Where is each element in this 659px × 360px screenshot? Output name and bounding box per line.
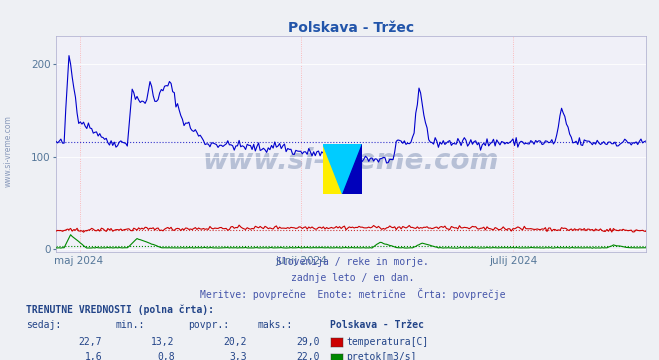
Text: Polskava - Tržec: Polskava - Tržec [330,320,424,330]
Text: pretok[m3/s]: pretok[m3/s] [346,352,416,360]
Text: TRENUTNE VREDNOSTI (polna črta):: TRENUTNE VREDNOSTI (polna črta): [26,304,214,315]
Text: www.si-vreme.com: www.si-vreme.com [203,147,499,175]
Text: 22,0: 22,0 [296,352,320,360]
Text: 22,7: 22,7 [78,337,102,347]
Text: sedaj:: sedaj: [26,320,61,330]
Text: 3,3: 3,3 [229,352,247,360]
Text: www.si-vreme.com: www.si-vreme.com [3,115,13,187]
Text: 29,0: 29,0 [296,337,320,347]
Text: maks.:: maks.: [257,320,292,330]
Text: 20,2: 20,2 [223,337,247,347]
Text: zadnje leto / en dan.: zadnje leto / en dan. [291,273,415,283]
Text: temperatura[C]: temperatura[C] [346,337,428,347]
Title: Polskava - Tržec: Polskava - Tržec [288,21,414,35]
Text: Meritve: povprečne  Enote: metrične  Črta: povprečje: Meritve: povprečne Enote: metrične Črta:… [200,288,505,300]
Text: Slovenija / reke in morje.: Slovenija / reke in morje. [276,257,429,267]
Text: 0,8: 0,8 [157,352,175,360]
Text: 13,2: 13,2 [151,337,175,347]
Text: 1,6: 1,6 [84,352,102,360]
Text: povpr.:: povpr.: [188,320,229,330]
Text: min.:: min.: [115,320,145,330]
Polygon shape [323,144,343,194]
Polygon shape [343,144,362,194]
Polygon shape [323,144,362,194]
